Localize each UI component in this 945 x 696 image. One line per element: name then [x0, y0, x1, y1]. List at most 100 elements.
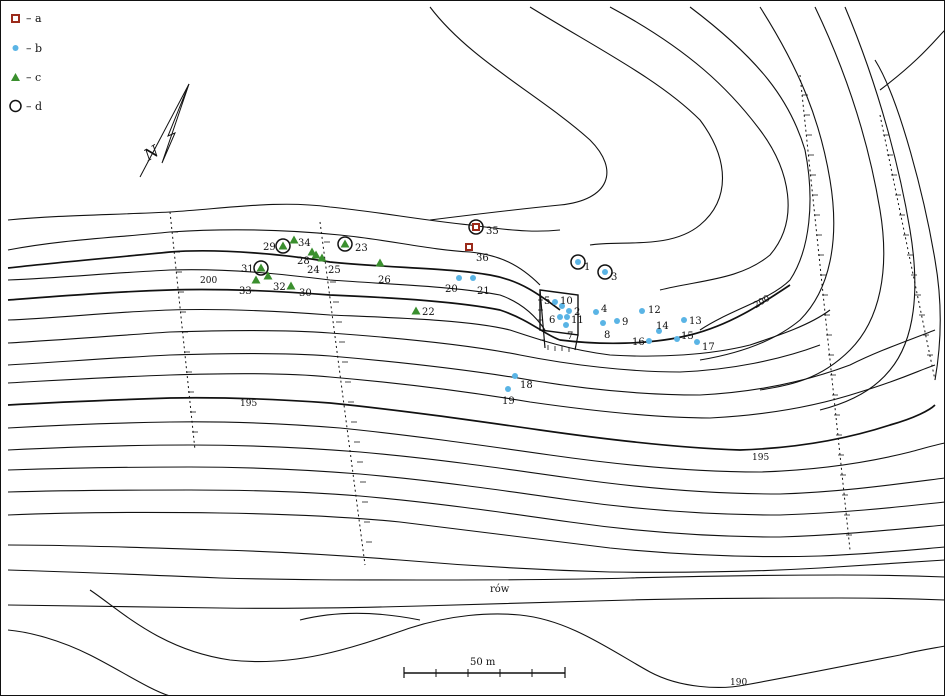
excavation-structure: [538, 289, 579, 352]
triangle-icon: [317, 253, 327, 262]
find-point-4: 4: [593, 304, 607, 315]
find-label-34: 34: [298, 238, 311, 249]
find-label-2: 2: [574, 307, 580, 318]
find-point-28: 28: [297, 247, 317, 267]
contours-upper: [429, 6, 945, 411]
dot-icon: [575, 259, 581, 265]
find-label-30: 30: [299, 288, 312, 299]
find-point-2: 2: [566, 307, 580, 318]
triangle-icon: [256, 263, 266, 272]
triangle-icon: [307, 247, 317, 256]
dot-icon: [681, 317, 687, 323]
find-label-25: 25: [328, 265, 341, 276]
find-label-17: 17: [702, 342, 715, 353]
find-point-20: 20: [445, 275, 462, 295]
elevation-label-190: 190: [730, 678, 747, 688]
legend-label-b: – b: [26, 42, 42, 55]
find-point-21: 21: [470, 275, 490, 297]
ring-icon: [570, 254, 586, 270]
dot-icon: [470, 275, 476, 281]
find-label-24: 24: [307, 265, 320, 276]
find-point-36: 36: [465, 243, 489, 264]
find-label-11: 11: [571, 315, 584, 326]
elevation-label-200-left: 200: [200, 276, 217, 286]
contours-main: [7, 203, 945, 696]
dot-icon: [656, 328, 662, 334]
dot-icon: [563, 322, 569, 328]
dot-icon: [600, 320, 606, 326]
legend: – a – b – c – d: [9, 12, 42, 113]
find-point-35: 35: [468, 219, 499, 237]
scale-label: 50 m: [470, 657, 496, 668]
triangle-icon: [289, 235, 299, 244]
triangle-icon: [263, 271, 273, 280]
dot-icon: [559, 303, 565, 309]
find-point-25: 25: [317, 253, 341, 276]
find-point-11: 11: [564, 314, 584, 326]
triangle-icon: [340, 239, 350, 248]
find-label-32: 32: [273, 282, 286, 293]
find-point-23: 23: [337, 236, 368, 254]
find-point-6: 6: [549, 314, 563, 326]
find-label-8: 8: [604, 330, 610, 341]
dot-icon: [593, 309, 599, 315]
find-point-7: 7: [563, 322, 573, 342]
find-label-26: 26: [378, 275, 391, 286]
find-label-14: 14: [656, 321, 669, 332]
find-label-15: 15: [681, 331, 694, 342]
find-label-5: 5: [544, 296, 550, 307]
find-label-6: 6: [549, 315, 555, 326]
legend-circle-icon: [9, 99, 22, 113]
triangle-icon: [311, 250, 321, 259]
find-label-33: 33: [239, 286, 252, 297]
ring-icon: [275, 238, 291, 254]
legend-label-d: – d: [26, 100, 42, 113]
ring-icon: [468, 219, 484, 235]
find-point-8: 8: [600, 320, 610, 341]
find-label-18: 18: [520, 380, 533, 391]
dot-icon: [639, 308, 645, 314]
dot-icon: [602, 269, 608, 275]
find-label-35: 35: [486, 226, 499, 237]
dot-icon: [674, 336, 680, 342]
ring-icon: [337, 236, 353, 252]
find-point-17: 17: [694, 339, 715, 353]
square-icon: [472, 223, 480, 231]
find-point-14: 14: [656, 321, 669, 334]
scale-bar: 50 m: [403, 657, 566, 678]
dot-icon: [564, 314, 570, 320]
find-point-33: 33: [239, 275, 261, 297]
elevation-label-195-left: 195: [240, 399, 257, 409]
find-point-13: 13: [681, 316, 702, 327]
find-point-19: 19: [502, 386, 515, 407]
find-label-29: 29: [263, 242, 276, 253]
dot-icon: [614, 318, 620, 324]
square-icon: [465, 243, 473, 251]
find-label-19: 19: [502, 396, 515, 407]
triangle-icon: [278, 241, 288, 250]
triangle-icon: [286, 281, 296, 290]
find-label-3: 3: [611, 272, 617, 283]
triangle-icon: [411, 306, 421, 315]
find-label-16: 16: [632, 337, 645, 348]
find-label-12: 12: [648, 305, 661, 316]
find-label-28: 28: [297, 256, 310, 267]
find-label-4: 4: [601, 304, 607, 315]
find-point-9: 9: [614, 317, 628, 328]
find-point-29: 29: [263, 238, 291, 254]
find-label-9: 9: [622, 317, 628, 328]
terrace-lines: [169, 74, 936, 566]
find-point-10: 10: [559, 296, 573, 309]
legend-square-icon: [11, 14, 20, 23]
find-point-1: 1: [570, 254, 590, 273]
find-point-26: 26: [375, 258, 391, 286]
find-label-7: 7: [567, 331, 573, 342]
dot-icon: [566, 308, 572, 314]
dot-icon: [552, 299, 558, 305]
ring-icon: [253, 260, 269, 276]
find-point-32: 32: [263, 271, 286, 293]
feature-label-row: rów: [490, 584, 510, 595]
find-label-23: 23: [355, 243, 368, 254]
